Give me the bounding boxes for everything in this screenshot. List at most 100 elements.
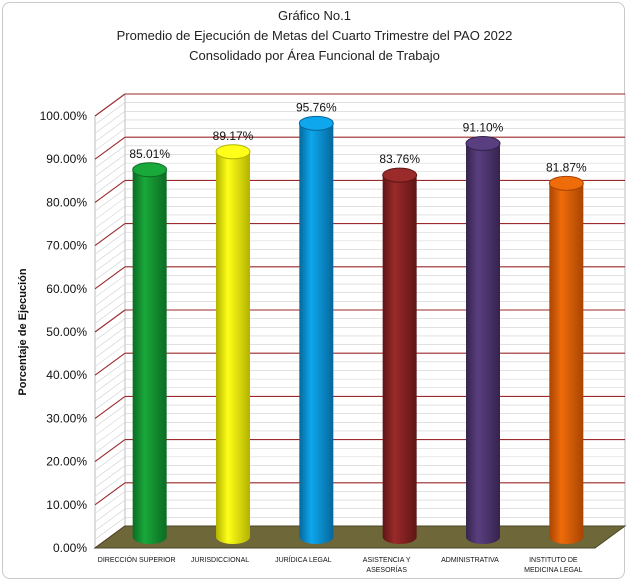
gridline-side-minor — [94, 283, 126, 307]
gridline-side-minor — [94, 145, 126, 169]
x-tick-label: JURÍDICA LEGAL — [275, 555, 332, 564]
gridline-side-minor — [94, 292, 126, 315]
bar-body — [382, 175, 417, 544]
gridline-side-minor — [94, 447, 126, 471]
bar — [132, 162, 168, 544]
gridline-side-minor — [94, 387, 126, 411]
gridline-side-minor — [94, 327, 126, 350]
gridline-side-minor — [94, 404, 126, 428]
chart-titles: Gráfico No.1 Promedio de Ejecución de Me… — [0, 6, 629, 66]
gridline-side-major — [94, 93, 126, 117]
bar-top — [548, 175, 584, 191]
chart-floor — [93, 525, 627, 549]
x-tick-label: MEDICINA LEGAL — [524, 567, 582, 574]
gridline-side-minor — [94, 335, 126, 359]
gridline-side-minor — [94, 301, 126, 324]
bar — [215, 144, 251, 545]
bars — [132, 115, 584, 545]
gridline-side-minor — [94, 508, 126, 531]
gridline-side-minor — [94, 430, 126, 454]
y-tick-label: 100.00% — [40, 109, 88, 123]
data-label: 83.76% — [379, 152, 420, 166]
gridline-side-major — [94, 223, 126, 247]
gridline-side-minor — [94, 378, 126, 402]
y-tick-label: 50.00% — [46, 325, 87, 339]
bar — [465, 135, 501, 544]
bar-body — [549, 183, 584, 544]
bar-top — [298, 115, 334, 131]
y-tick-label: 40.00% — [46, 368, 87, 382]
gridline-side-major — [94, 439, 126, 463]
y-tick-label: 10.00% — [46, 498, 87, 512]
gridline-side-major — [94, 395, 126, 419]
bar-top — [465, 135, 501, 151]
gridline-side-minor — [94, 128, 126, 151]
chart-subtitle: Promedio de Ejecución de Metas del Cuart… — [116, 28, 513, 43]
bar — [382, 167, 418, 544]
gridline-side-minor — [94, 344, 126, 367]
gridline-side-major — [94, 482, 126, 506]
chart-subtitle-2: Consolidado por Área Funcional de Trabaj… — [189, 48, 440, 63]
gridline-side-minor — [94, 456, 126, 480]
gridline-side-minor — [94, 188, 126, 212]
gridline-side-minor — [94, 361, 126, 385]
y-tick-label: 20.00% — [46, 455, 87, 469]
gridline-side-minor — [94, 517, 126, 540]
gridline-side-minor — [94, 275, 126, 298]
y-tick-label: 80.00% — [46, 195, 87, 209]
gridline-side-minor — [94, 102, 126, 125]
bar-body — [216, 151, 250, 545]
y-tick-label: 0.00% — [53, 541, 87, 555]
bar-body — [299, 123, 334, 544]
gridline-side-minor — [94, 231, 126, 255]
gridline-side-minor — [94, 197, 126, 220]
gridline-side-minor — [94, 473, 126, 497]
y-tick-label: 70.00% — [46, 239, 87, 253]
x-tick-label: ASESORÍAS — [366, 565, 407, 574]
gridline-side-minor — [94, 240, 126, 264]
gridline-side-minor — [94, 499, 126, 523]
y-axis-ticks: 0.00% 10.00% 20.00% 30.00% 40.00% 50.00% 60.00… — [40, 109, 88, 555]
x-tick-label: ADMINISTRATIVA — [441, 557, 499, 564]
gridline-side-minor — [94, 171, 126, 195]
data-label: 89.17% — [213, 129, 254, 143]
data-labels: 85.01% 89.17% 95.76% 83.76% 91.10% 81.87% — [129, 100, 587, 174]
bar-top — [382, 167, 418, 183]
gridline-side-minor — [94, 162, 126, 186]
x-axis-category-labels: DIRECCIÓN SUPERIOR JURISDICCIONAL JURÍDICA… — [98, 555, 583, 574]
gridline-side-minor — [94, 465, 126, 488]
gridline-side-minor — [94, 318, 126, 341]
x-tick-label: INSTITUTO DE — [529, 557, 578, 564]
y-tick-label: 60.00% — [46, 282, 87, 296]
gridline-side-minor — [94, 491, 126, 514]
y-tick-label: 30.00% — [46, 411, 87, 425]
gridline-side-minor — [94, 206, 126, 229]
gridline-side-minor — [94, 422, 126, 445]
bar-top — [215, 144, 251, 160]
bar-body — [466, 143, 500, 544]
chart-title: Gráfico No.1 — [278, 8, 351, 23]
gridline-side-minor — [94, 214, 126, 238]
gridline-side-major — [94, 179, 126, 203]
bar-body — [132, 169, 167, 544]
x-tick-label: DIRECCIÓN SUPERIOR — [98, 555, 176, 564]
data-label: 91.10% — [463, 120, 504, 134]
gridline-side-major — [94, 136, 126, 160]
data-label: 81.87% — [546, 160, 587, 174]
x-tick-label: ASISTENCIA Y — [363, 557, 411, 564]
gridlines — [94, 93, 625, 549]
gridline-side-major — [94, 309, 126, 333]
x-tick-label: JURISDICCIONAL — [191, 557, 249, 564]
gridline-side-minor — [94, 154, 126, 177]
bar-top — [132, 162, 168, 178]
y-tick-label: 90.00% — [46, 152, 87, 166]
gridline-side-minor — [94, 249, 126, 272]
gridline-side-major — [94, 266, 126, 290]
gridline-side-minor — [94, 413, 126, 436]
data-label: 95.76% — [296, 100, 337, 114]
gridline-side-minor — [94, 119, 126, 143]
gridline-side-major — [94, 352, 126, 376]
bar — [548, 175, 584, 544]
gridline-side-minor — [94, 370, 126, 393]
